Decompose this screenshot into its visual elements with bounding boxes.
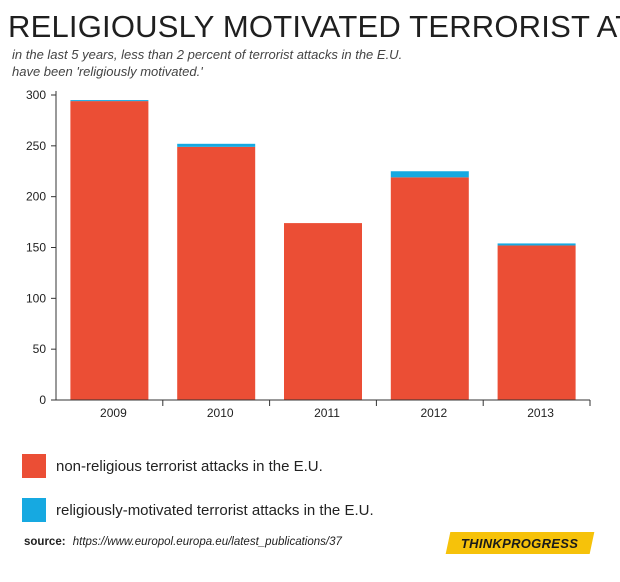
subtitle-line-2: have been 'religiously motivated.' [12,64,203,79]
y-tick-label: 200 [26,190,46,204]
legend-item-non-religious: non-religious terrorist attacks in the E… [22,452,582,480]
legend-label-religious: religiously-motivated terrorist attacks … [56,501,374,519]
bar-non-religious-2012 [390,177,469,400]
legend-swatch-non-religious [22,454,46,478]
brand-logo-text: THINKPROGRESS [461,535,579,551]
bar-religious-2012 [390,171,469,178]
chart-title: RELIGIOUSLY MOTIVATED TERRORIST ATTACKS [8,9,620,44]
x-tick-label-2011: 2011 [314,406,340,420]
x-tick-label-2012: 2012 [420,406,447,420]
stacked-bar-chart: 0 50 100 150 200 250 300 2009 2010 2011 2012 2013 [26,88,591,420]
source-label: source: [24,536,66,548]
y-tick-label: 100 [26,291,46,305]
bar-religious-2013 [497,243,576,246]
brand-logo: THINKPROGRESS [445,532,595,554]
x-tick-label-2013: 2013 [527,406,554,420]
y-tick-label: 0 [39,393,46,407]
subtitle-line-1: in the last 5 years, less than 2 percent… [12,47,403,62]
legend: non-religious terrorist attacks in the E… [22,452,582,540]
legend-swatch-religious [22,498,46,522]
y-tick-label: 250 [26,139,46,153]
bar-non-religious-2011 [284,223,362,400]
bar-religious-2010 [177,143,256,147]
bar-non-religious-2013 [497,245,576,400]
bar-religious-2009 [70,100,149,102]
bar-non-religious-2009 [70,101,149,400]
y-tick-label: 50 [33,342,47,356]
bars-group [70,100,576,400]
y-axis: 0 50 100 150 200 250 300 [26,88,57,407]
x-tick-label-2010: 2010 [207,406,234,420]
chart-subtitle: in the last 5 years, less than 2 percent… [12,46,572,80]
y-tick-label: 150 [26,241,46,255]
source-note: source: https://www.europol.europa.eu/la… [24,536,342,548]
legend-label-non-religious: non-religious terrorist attacks in the E… [56,457,323,475]
source-link[interactable]: https://www.europol.europa.eu/latest_pub… [72,536,342,548]
x-axis: 2009 2010 2011 2012 2013 [56,399,591,420]
bar-non-religious-2010 [177,146,256,400]
x-tick-label-2009: 2009 [100,406,127,420]
y-tick-label: 300 [26,88,46,102]
legend-item-religious: religiously-motivated terrorist attacks … [22,496,582,524]
